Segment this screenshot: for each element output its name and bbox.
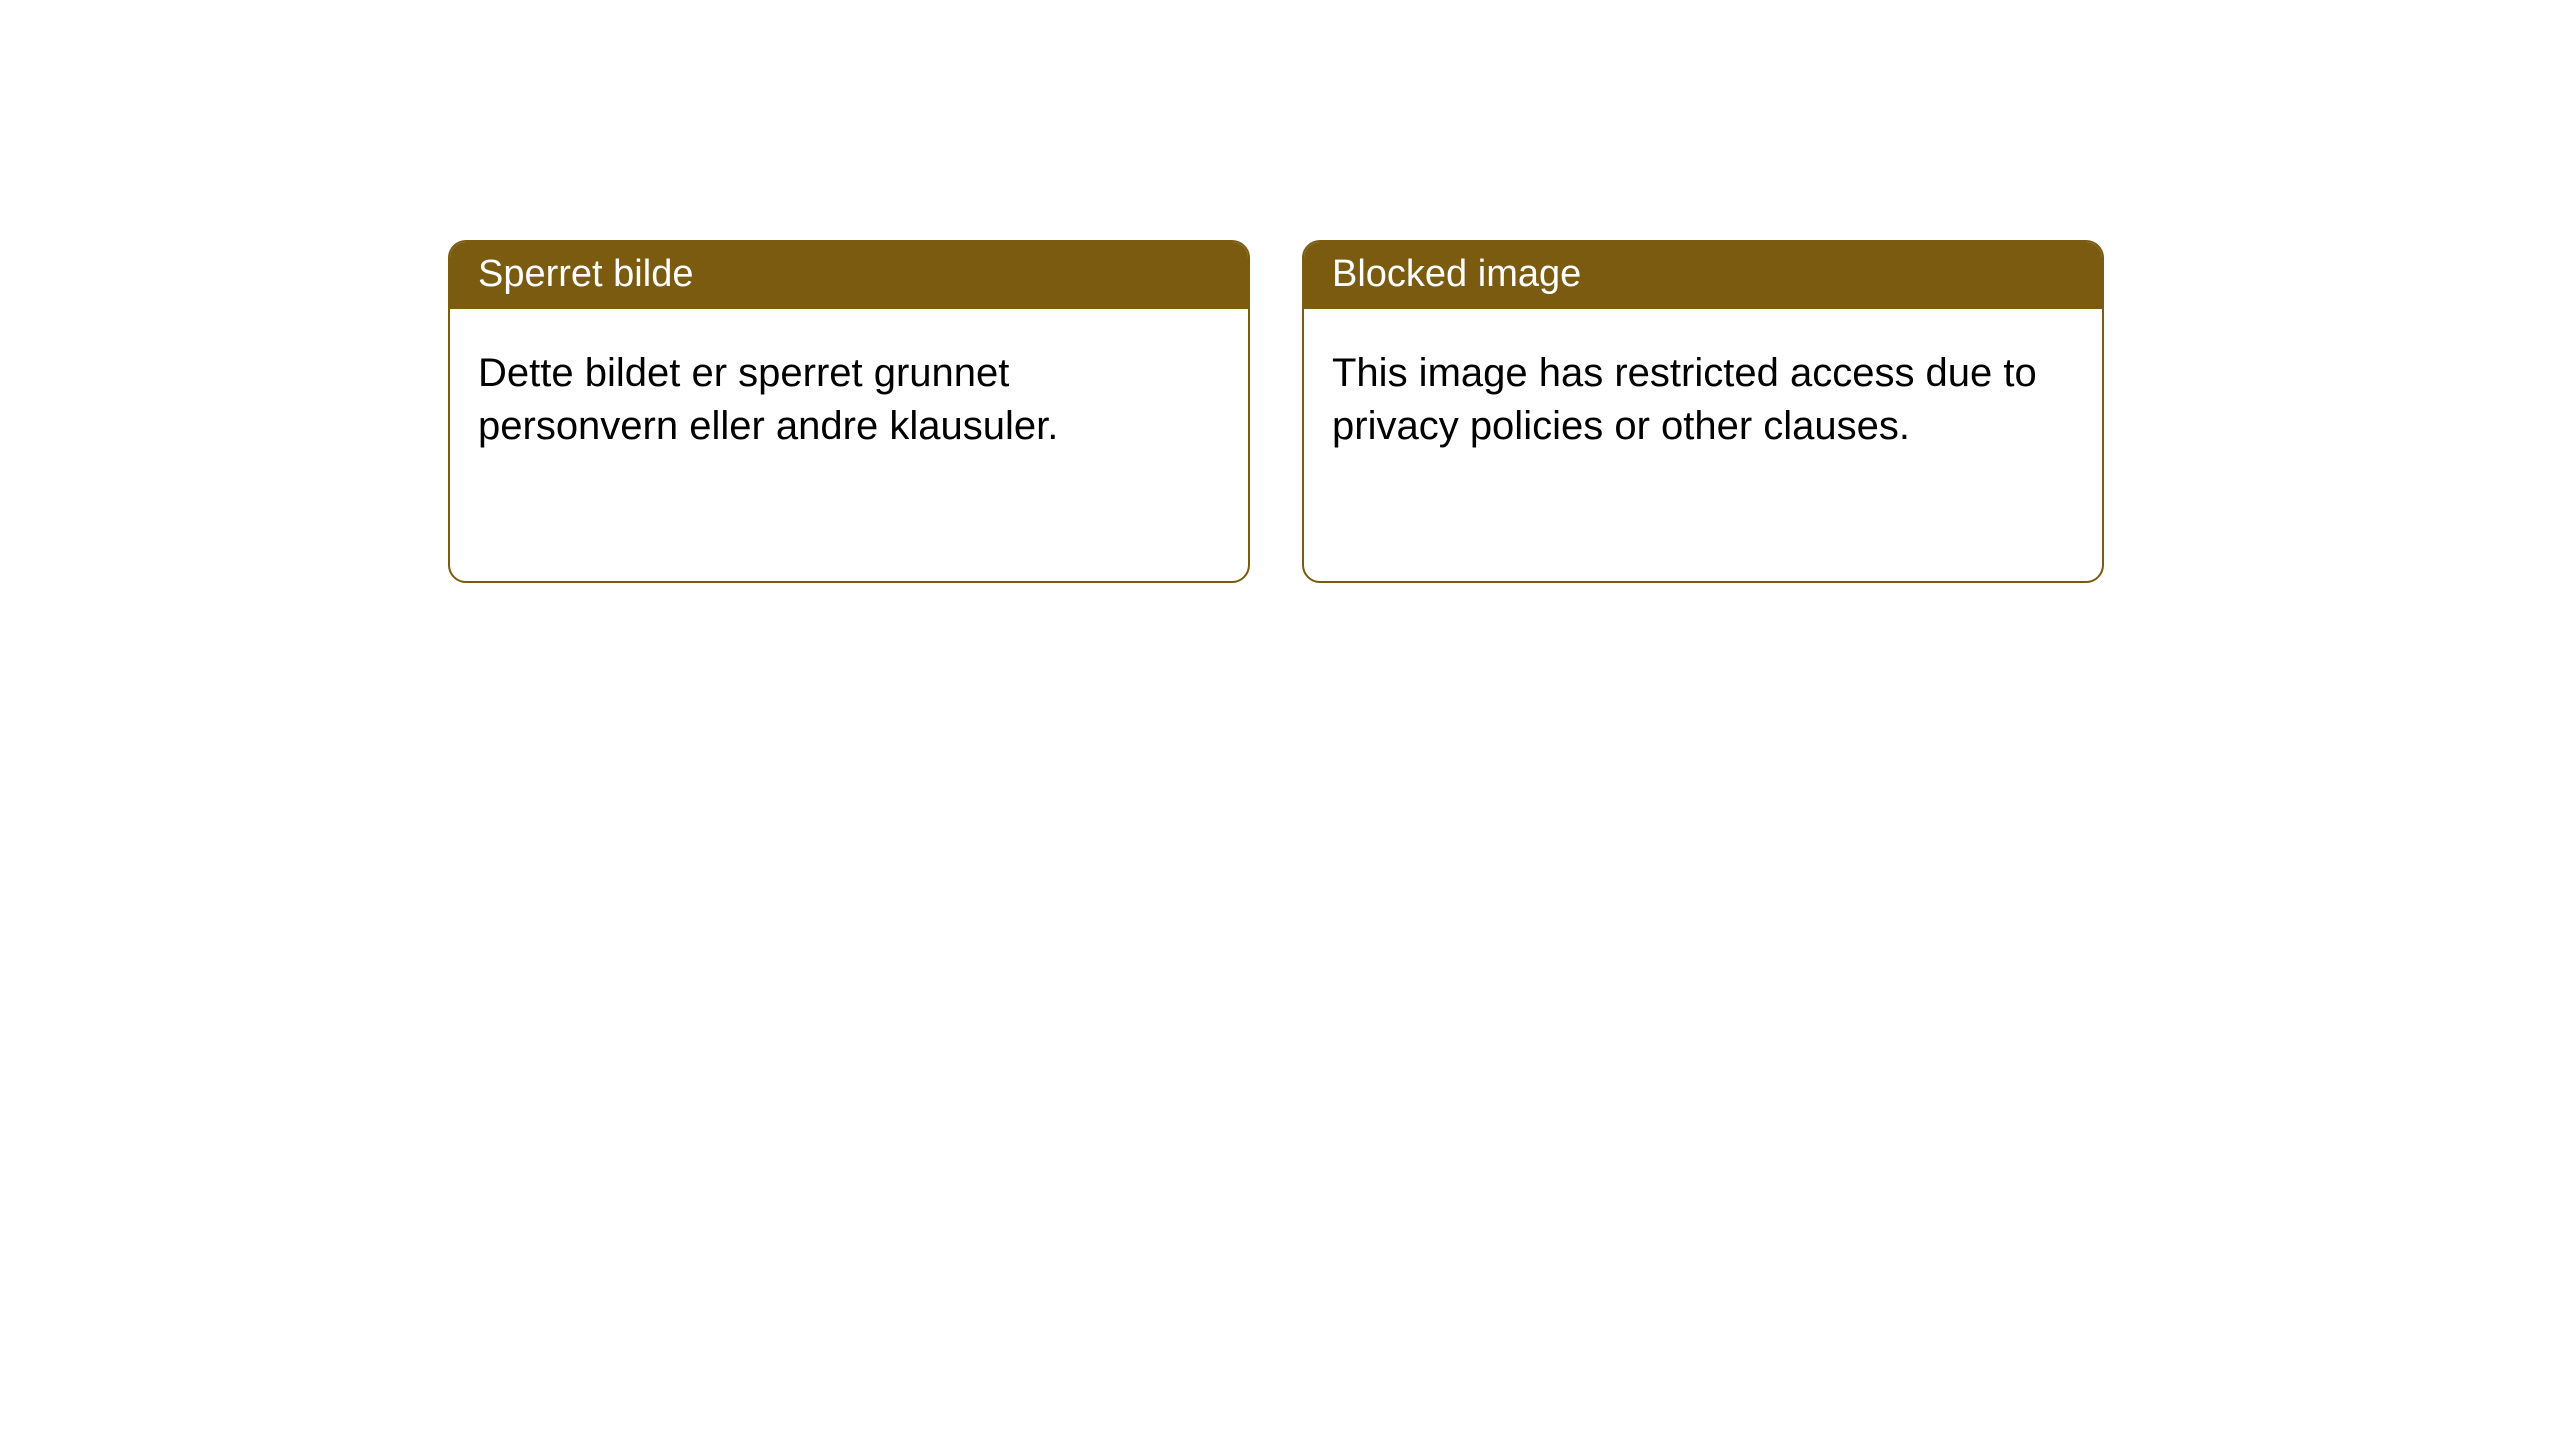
notice-header: Blocked image: [1304, 242, 2102, 309]
notice-card-norwegian: Sperret bilde Dette bildet er sperret gr…: [448, 240, 1250, 583]
notice-container: Sperret bilde Dette bildet er sperret gr…: [0, 0, 2560, 583]
notice-card-english: Blocked image This image has restricted …: [1302, 240, 2104, 583]
notice-body: This image has restricted access due to …: [1304, 309, 2102, 581]
notice-body: Dette bildet er sperret grunnet personve…: [450, 309, 1248, 581]
notice-header: Sperret bilde: [450, 242, 1248, 309]
